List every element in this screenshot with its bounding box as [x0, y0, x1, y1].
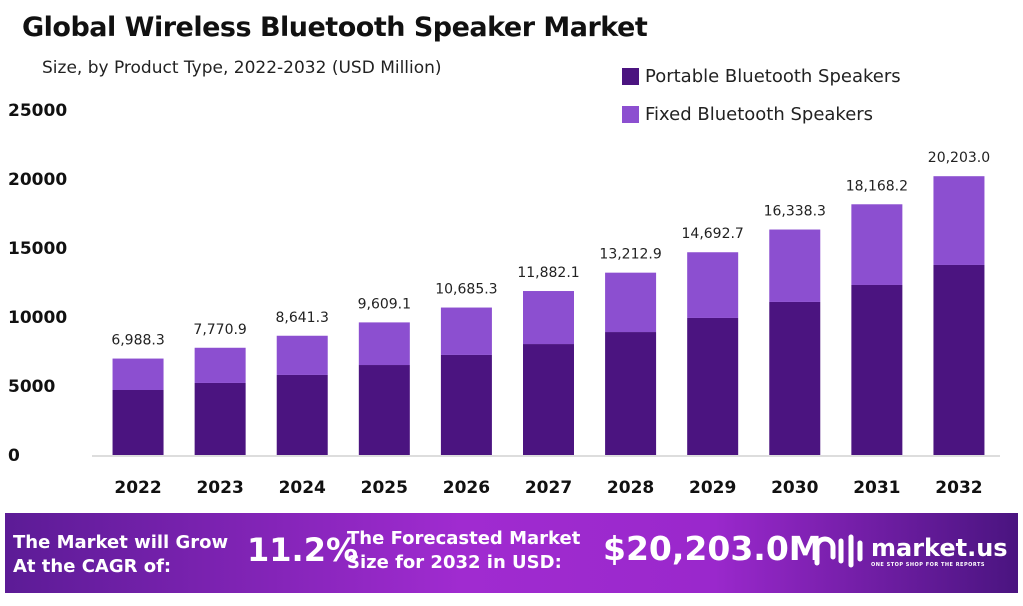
legend-item-fixed: Fixed Bluetooth Speakers — [622, 104, 873, 125]
bar-fixed-2026 — [440, 307, 492, 355]
total-label: 18,168.2 — [846, 178, 908, 194]
bar-fixed-2029 — [687, 252, 739, 318]
total-label: 16,338.3 — [764, 204, 826, 220]
total-label: 8,641.3 — [276, 310, 329, 326]
y-tick-label: 25000 — [8, 101, 67, 121]
x-tick-label: 2022 — [114, 478, 161, 498]
total-label: 9,609.1 — [358, 296, 411, 312]
logo-tagline: ONE STOP SHOP FOR THE REPORTS — [871, 562, 986, 568]
y-tick-label: 10000 — [8, 308, 67, 328]
bar-fixed-2032 — [933, 176, 985, 265]
chart-subtitle: Size, by Product Type, 2022-2032 (USD Mi… — [42, 58, 442, 78]
bar-fixed-2028 — [605, 272, 657, 333]
bar-fixed-2030 — [769, 229, 821, 302]
bar-fixed-2024 — [276, 335, 328, 375]
legend-item-portable: Portable Bluetooth Speakers — [622, 66, 901, 87]
x-tick-label: 2028 — [607, 478, 654, 498]
y-tick-label: 15000 — [8, 239, 67, 259]
forecast-value: $20,203.0M — [603, 529, 822, 568]
summary-banner: The Market will Grow At the CAGR of: 11.… — [5, 513, 1018, 593]
total-label: 11,882.1 — [517, 265, 579, 281]
x-tick-label: 2030 — [771, 478, 818, 498]
total-label: 10,685.3 — [435, 282, 497, 298]
bar-portable-2022 — [112, 390, 164, 455]
total-label: 7,770.9 — [193, 322, 246, 338]
cagr-label: The Market will Grow At the CAGR of: — [13, 531, 228, 579]
x-tick-label: 2029 — [689, 478, 736, 498]
y-tick-label: 5000 — [8, 377, 55, 397]
cagr-label-line: The Market will Grow — [13, 532, 229, 553]
bar-portable-2026 — [440, 354, 492, 455]
bar-chart: 0 5000 10000 15000 20000 25000 6,988.3 2022 7,77… — [8, 101, 1000, 498]
x-tick-label: 2025 — [361, 478, 408, 498]
y-tick-label: 0 — [8, 446, 20, 466]
legend-label: Portable Bluetooth Speakers — [645, 66, 901, 87]
bar-portable-2032 — [933, 264, 985, 455]
cagr-value: 11.2% — [247, 531, 359, 569]
x-tick-label: 2031 — [853, 478, 900, 498]
cagr-label-line: At the CAGR of: — [13, 556, 172, 577]
forecast-label-line: The Forecasted Market — [347, 528, 581, 549]
total-label: 14,692.7 — [682, 226, 744, 242]
bar-portable-2028 — [605, 332, 657, 455]
bar-fixed-2023 — [194, 347, 246, 383]
legend-swatch — [622, 106, 639, 123]
bar-fixed-2025 — [358, 322, 410, 366]
x-tick-label: 2023 — [196, 478, 243, 498]
bar-portable-2023 — [194, 382, 246, 455]
chart-title: Global Wireless Bluetooth Speaker Market — [22, 12, 648, 43]
forecast-label: The Forecasted Market Size for 2032 in U… — [347, 527, 580, 575]
total-label: 6,988.3 — [111, 333, 164, 349]
logo-text: market.us — [871, 534, 1008, 562]
y-tick-label: 20000 — [8, 170, 67, 190]
bar-portable-2025 — [358, 365, 410, 455]
total-label: 13,212.9 — [599, 247, 661, 263]
bar-fixed-2027 — [523, 291, 574, 345]
bar-fixed-2031 — [851, 204, 903, 285]
x-tick-label: 2027 — [525, 478, 572, 498]
bar-fixed-2022 — [112, 358, 164, 391]
x-tick-label: 2026 — [443, 478, 490, 498]
bar-portable-2030 — [769, 301, 821, 455]
logo-icon — [814, 534, 863, 568]
legend-swatch — [622, 68, 639, 85]
total-label: 20,203.0 — [928, 150, 990, 166]
forecast-label-line: Size for 2032 in USD: — [347, 552, 562, 573]
bar-portable-2029 — [687, 317, 739, 455]
legend-label: Fixed Bluetooth Speakers — [645, 104, 874, 125]
bar-portable-2027 — [523, 344, 574, 455]
market-us-logo: market.us ONE STOP SHOP FOR THE REPORTS — [813, 533, 1008, 569]
bar-portable-2031 — [851, 284, 903, 455]
x-tick-label: 2032 — [935, 478, 982, 498]
x-tick-label: 2024 — [279, 478, 326, 498]
bar-portable-2024 — [276, 374, 328, 455]
